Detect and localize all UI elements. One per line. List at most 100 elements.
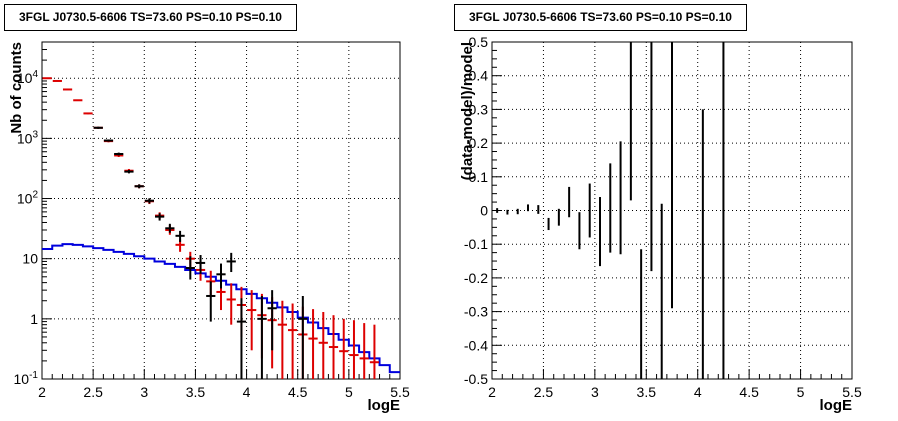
data-point — [629, 42, 632, 201]
data-point — [516, 208, 519, 215]
data-point — [557, 208, 560, 226]
y-tick-exponent: 3 — [32, 129, 38, 140]
y-tick-label: 1 — [30, 311, 38, 327]
data-point — [619, 141, 622, 255]
x-tick-label: 2 — [38, 384, 46, 400]
data-point — [165, 223, 175, 233]
data-point — [308, 309, 318, 379]
data-point — [609, 163, 612, 253]
data-point — [496, 208, 499, 213]
data-point — [216, 263, 226, 289]
y-tick-label: -0.4 — [464, 337, 488, 353]
data-point — [83, 112, 93, 115]
data-point — [547, 217, 550, 231]
counts-plot-frame — [41, 41, 401, 380]
y-tick-label: 103 — [17, 129, 39, 146]
x-tick-label: 5.5 — [842, 384, 862, 400]
y-tick-label: -0.5 — [464, 371, 488, 387]
data-point — [226, 252, 236, 273]
x-tick-label: 3.5 — [186, 384, 206, 400]
data-point — [52, 79, 62, 82]
y-tick-exponent: -1 — [29, 370, 38, 381]
counts-plot-series — [42, 77, 400, 379]
y-tick-label: 0.2 — [469, 135, 489, 151]
x-tick-label: 2.5 — [83, 384, 103, 400]
y-tick-label: 0.5 — [469, 34, 489, 50]
data-point — [527, 204, 529, 212]
x-tick-label: 5 — [797, 384, 805, 400]
x-tick-label: 4 — [243, 384, 251, 400]
data-point — [226, 283, 236, 325]
x-tick-label: 4.5 — [288, 384, 308, 400]
data-point — [42, 77, 52, 80]
data-point — [236, 298, 247, 379]
y-tick-base: 10 — [17, 70, 33, 86]
data-point — [578, 212, 581, 250]
y-tick-label: 0 — [480, 203, 488, 219]
data-point — [287, 303, 298, 379]
y-tick-label: 10 — [22, 251, 38, 267]
residuals-plot-series — [496, 42, 725, 379]
y-tick-label: 0.4 — [469, 68, 489, 84]
x-tick-label: 3 — [591, 384, 599, 400]
x-tick-label: 5 — [345, 384, 353, 400]
data-point — [537, 205, 540, 214]
y-tick-base: 10 — [17, 191, 33, 207]
x-tick-label: 5.5 — [390, 384, 410, 400]
counts-plot-grid — [42, 42, 400, 379]
data-point — [124, 170, 134, 174]
y-tick-base: 1 — [30, 311, 38, 327]
data-point — [155, 213, 165, 221]
data-point — [660, 203, 663, 379]
data-point — [339, 318, 349, 379]
residuals-plot-xlabel: logE — [820, 397, 853, 414]
y-tick-label: -0.3 — [464, 304, 488, 320]
y-tick-label: -0.2 — [464, 270, 488, 286]
counts-plot-xlabel: logE — [368, 397, 401, 414]
data-point — [671, 42, 673, 309]
data-point — [349, 320, 359, 379]
residuals-plot-ticks: 2 2.5 3 3.5 4 4.5 5 5.5 -0.5 -0.4 -0.3 -0.2 -0.1 0 0.1… — [464, 34, 862, 400]
data-point — [247, 290, 257, 351]
data-point — [599, 197, 601, 267]
residuals-plot-ylabel: (data-model)/model — [459, 42, 476, 180]
data-point — [73, 99, 83, 102]
data-point — [328, 315, 339, 379]
data-point — [369, 324, 380, 379]
data-point — [185, 256, 195, 280]
data-point — [103, 139, 114, 142]
x-tick-label: 3 — [140, 384, 148, 400]
y-tick-base: 10 — [17, 130, 33, 146]
y-tick-label: 0.1 — [469, 169, 489, 185]
y-tick-base: 10 — [22, 251, 38, 267]
data-point — [195, 255, 206, 274]
data-point — [722, 42, 725, 379]
x-tick-label: 4 — [694, 384, 702, 400]
data-point — [206, 281, 216, 322]
data-point — [62, 88, 73, 91]
data-point — [144, 198, 155, 204]
data-point — [257, 295, 267, 379]
y-tick-label: 10-1 — [14, 370, 39, 387]
data-point — [359, 323, 369, 379]
counts-plot-title: 3FGL J0730.5-6606 TS=73.60 PS=0.10 PS=0.… — [4, 4, 297, 31]
x-tick-label: 2.5 — [534, 384, 554, 400]
data-point — [267, 290, 277, 351]
data-point — [175, 230, 185, 242]
y-tick-base: 10 — [14, 371, 30, 387]
data-point — [114, 152, 124, 156]
data-point — [588, 183, 591, 238]
data-point — [298, 295, 308, 379]
data-point — [701, 109, 704, 379]
x-tick-label: 2 — [488, 384, 496, 400]
residuals-plot-title: 3FGL J0730.5-6606 TS=73.60 PS=0.10 PS=0.… — [454, 4, 747, 31]
data-point — [568, 186, 571, 218]
y-tick-exponent: 2 — [32, 190, 38, 201]
counts-plot-ylabel: Nb of counts — [8, 42, 25, 134]
data-point — [277, 300, 287, 379]
data-point — [650, 42, 653, 272]
y-tick-exponent: 4 — [32, 69, 38, 80]
